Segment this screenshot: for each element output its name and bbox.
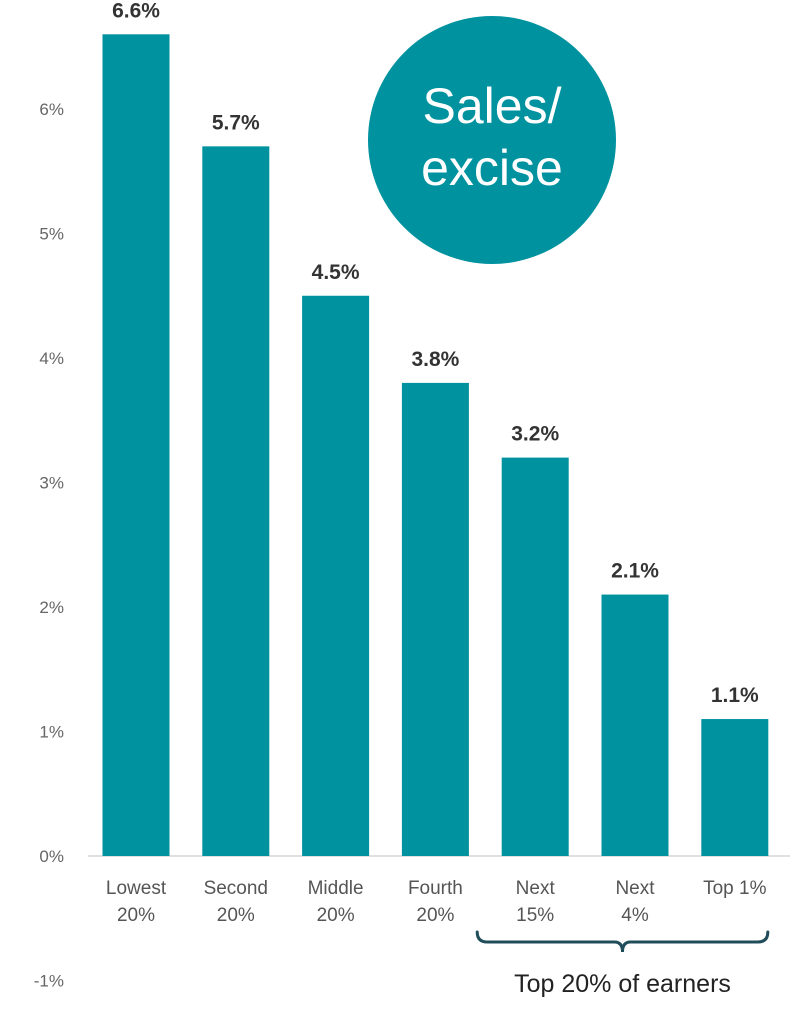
category-label: 4% bbox=[621, 905, 649, 926]
bars: 6.6% 5.7% 4.5% 3.8% 3.2% 2.1% 1.1% bbox=[102, 0, 769, 857]
bar bbox=[601, 594, 669, 856]
category-label: 20% bbox=[217, 905, 255, 926]
y-tick-label: 4% bbox=[39, 349, 64, 368]
sales-excise-badge: Sales/excise bbox=[368, 16, 616, 264]
bar-value-label: 5.7% bbox=[212, 111, 260, 134]
category-label: Middle bbox=[308, 878, 364, 899]
category-label: 20% bbox=[416, 905, 454, 926]
y-tick-label: 0% bbox=[39, 847, 64, 866]
bar bbox=[302, 295, 370, 856]
bar-value-label: 6.6% bbox=[112, 0, 160, 22]
category-label: Top 1% bbox=[703, 878, 766, 899]
bar bbox=[202, 146, 270, 857]
bar-value-label: 3.2% bbox=[511, 423, 559, 446]
category-label: 15% bbox=[516, 905, 554, 926]
bracket-label: Top 20% of earners bbox=[514, 970, 731, 998]
bar-value-label: 3.8% bbox=[411, 348, 459, 371]
badge-circle bbox=[368, 16, 616, 264]
bar bbox=[401, 382, 469, 856]
y-tick-label: 1% bbox=[39, 723, 64, 742]
bar-value-label: 4.5% bbox=[312, 261, 360, 284]
y-tick-label: 5% bbox=[39, 225, 64, 244]
category-label: Lowest bbox=[106, 878, 167, 899]
badge-text: Sales/ bbox=[423, 78, 562, 134]
y-tick-label: -1% bbox=[34, 972, 64, 991]
y-tick-label: 3% bbox=[39, 474, 64, 493]
bar-value-label: 1.1% bbox=[711, 684, 759, 707]
bar bbox=[501, 457, 569, 856]
category-label: 20% bbox=[317, 905, 355, 926]
category-label: 20% bbox=[117, 905, 155, 926]
category-label: Fourth bbox=[408, 878, 463, 899]
bar bbox=[701, 719, 769, 856]
bar bbox=[102, 34, 170, 857]
y-tick-label: 6% bbox=[39, 100, 64, 119]
bracket-line bbox=[475, 930, 770, 953]
bar-value-label: 2.1% bbox=[611, 560, 659, 583]
top-earners-bracket: Top 20% of earners bbox=[475, 930, 770, 998]
category-label: Second bbox=[204, 878, 268, 899]
category-label: Next bbox=[615, 878, 655, 899]
badge-text: excise bbox=[421, 140, 563, 196]
y-tick-label: 2% bbox=[39, 598, 64, 617]
category-labels: Lowest 20% Second 20% Middle 20% Fourth 20% Next… bbox=[106, 878, 767, 926]
category-label: Next bbox=[516, 878, 556, 899]
